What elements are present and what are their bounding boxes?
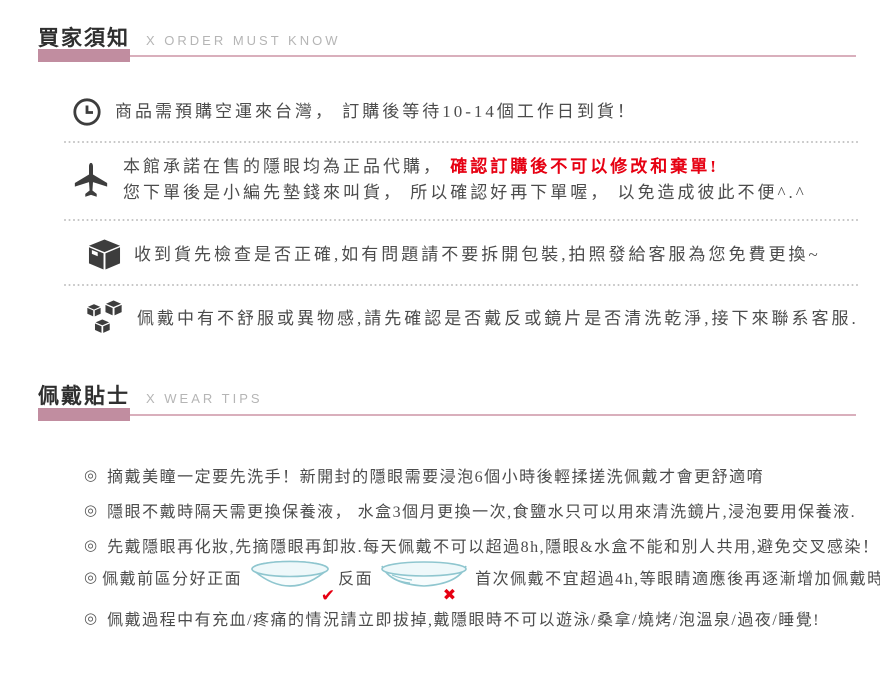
dotted-divider — [64, 219, 858, 221]
tip-bullet-icon: ◎ — [84, 569, 98, 586]
tip-text: 佩戴前區分好正面 — [102, 571, 243, 588]
accent-bar — [38, 49, 130, 62]
notice-text: 佩戴中有不舒服或異物感,請先確認是否戴反或鏡片是否清洗乾淨,接下來聯系客服. — [137, 309, 859, 328]
notice-item-discomfort: 佩戴中有不舒服或異物感,請先確認是否戴反或鏡片是否清洗乾淨,接下來聯系客服. — [86, 300, 856, 338]
cubes-icon — [86, 300, 126, 338]
lens-correct-figure: ✔ — [249, 559, 335, 604]
wear-tips-subtitle: X WEAR TIPS — [146, 391, 263, 406]
tip-bullet-icon: ◎ — [84, 502, 98, 519]
lens-reverse-icon — [381, 561, 467, 587]
tip-text: 佩戴過程中有充血/疼痛的情況請立即拔掉,戴隱眼時不可以遊泳/桑拿/燒烤/泡溫泉/… — [107, 612, 821, 629]
notice-alert-text: 確認訂購後不可以修改和棄單! — [450, 157, 719, 176]
wear-tips-title: 佩戴貼士 — [38, 385, 130, 408]
cross-icon: ✖ — [442, 587, 457, 604]
dotted-divider — [64, 284, 858, 286]
tip-text: 隱眼不戴時隔天需更換保養液， 水盒3個月更換一次,食鹽水只可以用來清洗鏡片,浸泡… — [107, 504, 857, 521]
notice-line: 您下單後是小編先墊錢來叫貨， 所以確認好再下單喔， 以免造成彼此不便^.^ — [123, 183, 807, 202]
tip-item-solution: ◎ 隱眼不戴時隔天需更換保養液， 水盒3個月更換一次,食鹽水只可以用來清洗鏡片,… — [84, 498, 864, 522]
notice-item-inspect: 收到貨先檢查是否正確,如有問題請不要拆開包裝,拍照發給客服為您免費更換~ — [88, 239, 856, 271]
lens-correct-icon — [251, 560, 329, 587]
accent-bar — [38, 408, 130, 421]
accent-line — [130, 414, 856, 416]
notice-text-block: 本館承諾在售的隱眼均為正品代購， 確認訂購後不可以修改和棄單! 您下單後是小編先… — [123, 154, 807, 206]
tip-text: 摘戴美瞳一定要先洗手！新開封的隱眼需要浸泡6個小時後輕揉搓洗佩戴才會更舒適唷 — [107, 469, 765, 486]
tip-text: 首次佩戴不宜超過4h,等眼睛適應後再逐漸增加佩戴時長. — [475, 571, 880, 588]
tip-item-remove-pain: ◎ 佩戴過程中有充血/疼痛的情況請立即拔掉,戴隱眼時不可以遊泳/桑拿/燒烤/泡溫… — [84, 606, 864, 630]
lens-reverse-figure: ✖ — [380, 561, 468, 604]
tip-bullet-icon: ◎ — [84, 467, 98, 484]
buyer-notice-subtitle: X ORDER MUST KNOW — [146, 33, 341, 48]
tip-text: 反面 — [338, 571, 374, 588]
notice-item-shipping: 商品需預購空運來台灣， 訂購後等待10-14個工作日到貨！ — [72, 97, 856, 127]
clock-icon — [72, 97, 102, 127]
accent-line — [130, 55, 856, 57]
airplane-icon — [72, 160, 110, 200]
notice-text: 商品需預購空運來台灣， 訂購後等待10-14個工作日到貨！ — [115, 102, 637, 121]
tip-item-orientation: ◎ 佩戴前區分好正面 ✔ 反面 ✖ 首次佩戴不宜超過4h,等眼睛適應後再逐漸增加… — [84, 554, 880, 604]
buyer-notice-header: 買家須知 X ORDER MUST KNOW — [38, 22, 341, 52]
notice-item-preorder: 本館承諾在售的隱眼均為正品代購， 確認訂購後不可以修改和棄單! 您下單後是小編先… — [72, 154, 856, 206]
wear-tips-header: 佩戴貼士 X WEAR TIPS — [38, 380, 263, 410]
notice-text: 本館承諾在售的隱眼均為正品代購， — [123, 157, 451, 176]
notice-line: 本館承諾在售的隱眼均為正品代購， 確認訂購後不可以修改和棄單! — [123, 157, 719, 176]
tip-text: 先戴隱眼再化妝,先摘隱眼再卸妝.每天佩戴不可以超過8h,隱眼&水盒不能和別人共用… — [107, 539, 880, 556]
dotted-divider — [64, 141, 858, 143]
tip-item-makeup: ◎ 先戴隱眼再化妝,先摘隱眼再卸妝.每天佩戴不可以超過8h,隱眼&水盒不能和別人… — [84, 533, 878, 557]
tip-item-wash-hands: ◎ 摘戴美瞳一定要先洗手！新開封的隱眼需要浸泡6個小時後輕揉搓洗佩戴才會更舒適唷 — [84, 463, 864, 487]
tip-bullet-icon: ◎ — [84, 537, 98, 554]
tip-bullet-icon: ◎ — [84, 610, 98, 627]
check-icon: ✔ — [320, 586, 336, 605]
notice-text: 收到貨先檢查是否正確,如有問題請不要拆開包裝,拍照發給客服為您免費更換~ — [134, 245, 821, 264]
buyer-notice-title: 買家須知 — [38, 27, 130, 50]
package-icon — [88, 239, 121, 271]
